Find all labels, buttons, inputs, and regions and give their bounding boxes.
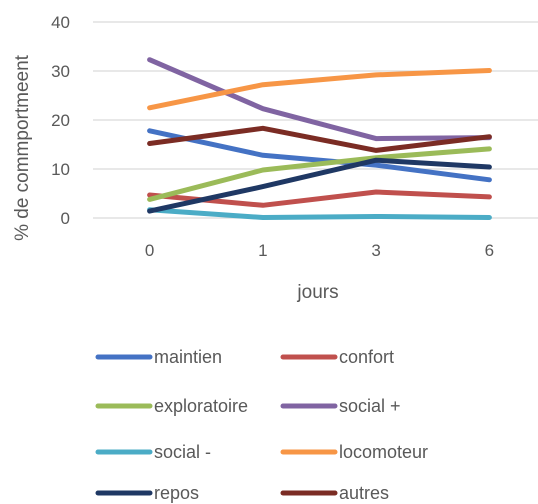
legend-label: locomoteur [339,442,428,462]
series-lines [147,57,492,220]
y-tick-label: 40 [51,13,70,32]
y-tick-labels: 0 10 20 30 40 [51,13,70,228]
series-line-social [147,57,492,142]
x-tick-label: 1 [258,241,267,260]
series-line-locomoteur [147,68,492,111]
series-line-maintien [147,128,492,183]
legend-label: exploratoire [154,396,248,416]
y-axis-title: % de commportmeent [12,54,33,241]
y-tick-label: 0 [61,209,70,228]
x-tick-label: 3 [371,241,380,260]
legend-label: social + [339,396,401,416]
x-tick-label: 6 [485,241,494,260]
series-line-social [147,207,492,220]
y-tick-label: 30 [51,62,70,81]
x-tick-labels: 0 1 3 6 [145,241,494,260]
y-tick-label: 10 [51,160,70,179]
y-tick-label: 20 [51,111,70,130]
legend-label: maintien [154,347,222,367]
legend-label: repos [154,483,199,503]
legend: maintien confort exploratoire social + socia… [95,347,428,503]
series-line-autres [147,125,492,153]
legend-label: autres [339,483,389,503]
series-line-repos [147,157,492,214]
series-line-exploratoire [147,146,492,202]
legend-label: confort [339,347,394,367]
x-axis-title: jours [296,282,338,303]
x-tick-label: 0 [145,241,154,260]
gridlines [93,21,538,219]
legend-label: social - [154,442,211,462]
